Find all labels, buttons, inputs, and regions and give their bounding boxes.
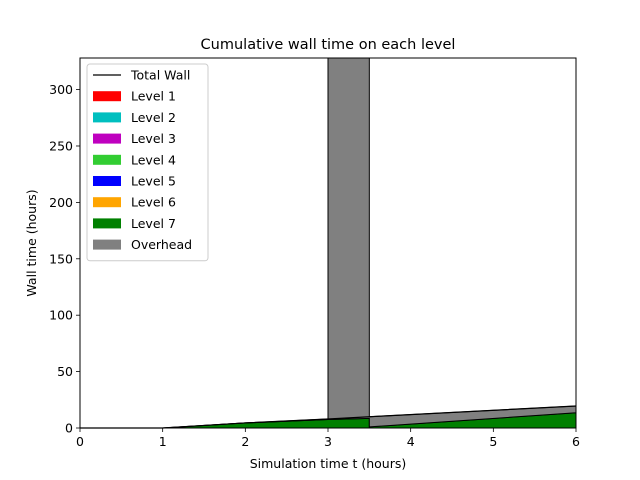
legend-label-overhead: Overhead xyxy=(131,237,192,252)
legend-swatch-level-7 xyxy=(93,218,121,229)
y-tick-label: 50 xyxy=(57,364,73,379)
legend-label-total-wall: Total Wall xyxy=(130,68,190,83)
legend-label-level-7: Level 7 xyxy=(131,216,176,231)
y-tick-label: 150 xyxy=(49,251,73,266)
legend-label-level-1: Level 1 xyxy=(131,89,176,104)
chart-title: Cumulative wall time on each level xyxy=(201,37,456,53)
y-tick-label: 200 xyxy=(49,195,73,210)
x-tick-label: 5 xyxy=(489,434,497,449)
legend-swatch-level-2 xyxy=(93,112,121,123)
plot-frame xyxy=(79,57,577,429)
x-tick-label: 3 xyxy=(324,434,332,449)
y-tick-label: 300 xyxy=(49,82,73,97)
x-tick-label: 6 xyxy=(572,434,580,449)
x-tick-label: 2 xyxy=(241,434,249,449)
x-axis-ticks: 0 1 2 3 4 5 6 xyxy=(76,428,580,449)
y-tick-label: 250 xyxy=(49,138,73,153)
x-tick-label: 4 xyxy=(407,434,415,449)
y-tick-label: 100 xyxy=(49,308,73,323)
y-axis-ticks: 0 50 100 150 200 250 300 xyxy=(49,82,80,436)
legend-label-level-3: Level 3 xyxy=(131,131,176,146)
legend-swatch-level-5 xyxy=(93,176,121,186)
legend-swatch-level-3 xyxy=(93,133,121,144)
y-axis-label: Wall time (hours) xyxy=(24,189,39,296)
legend-swatch-level-4 xyxy=(93,154,121,165)
x-tick-label: 1 xyxy=(159,434,167,449)
y-tick-label: 0 xyxy=(65,421,73,436)
legend: Total Wall Level 1 Level 2 Level 3 Level 4 Le… xyxy=(86,63,209,262)
legend-swatch-overhead xyxy=(93,239,121,250)
x-tick-label: 0 xyxy=(76,434,84,449)
legend-swatch-level-6 xyxy=(93,197,121,208)
legend-swatch-level-1 xyxy=(93,91,121,102)
legend-label-level-6: Level 6 xyxy=(131,195,176,210)
legend-label-level-2: Level 2 xyxy=(131,110,176,125)
x-axis-label: Simulation time t (hours) xyxy=(250,456,407,471)
legend-label-level-4: Level 4 xyxy=(131,152,176,167)
legend-label-level-5: Level 5 xyxy=(131,174,176,189)
